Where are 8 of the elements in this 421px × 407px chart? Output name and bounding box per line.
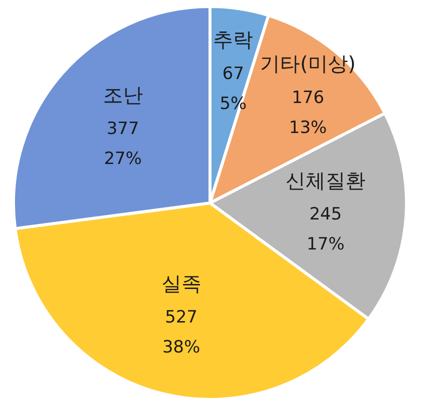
- data-label: 527 38%: [162, 308, 200, 358]
- slice-label: 조난: [102, 82, 143, 107]
- data-label: 377 27%: [104, 118, 142, 169]
- slice-label: 실족: [161, 272, 202, 296]
- slice-label: 신체질환: [286, 168, 366, 192]
- data-label: 176 13%: [289, 88, 327, 138]
- data-label: 245 17%: [306, 204, 344, 255]
- slice-label: 추락: [213, 28, 254, 52]
